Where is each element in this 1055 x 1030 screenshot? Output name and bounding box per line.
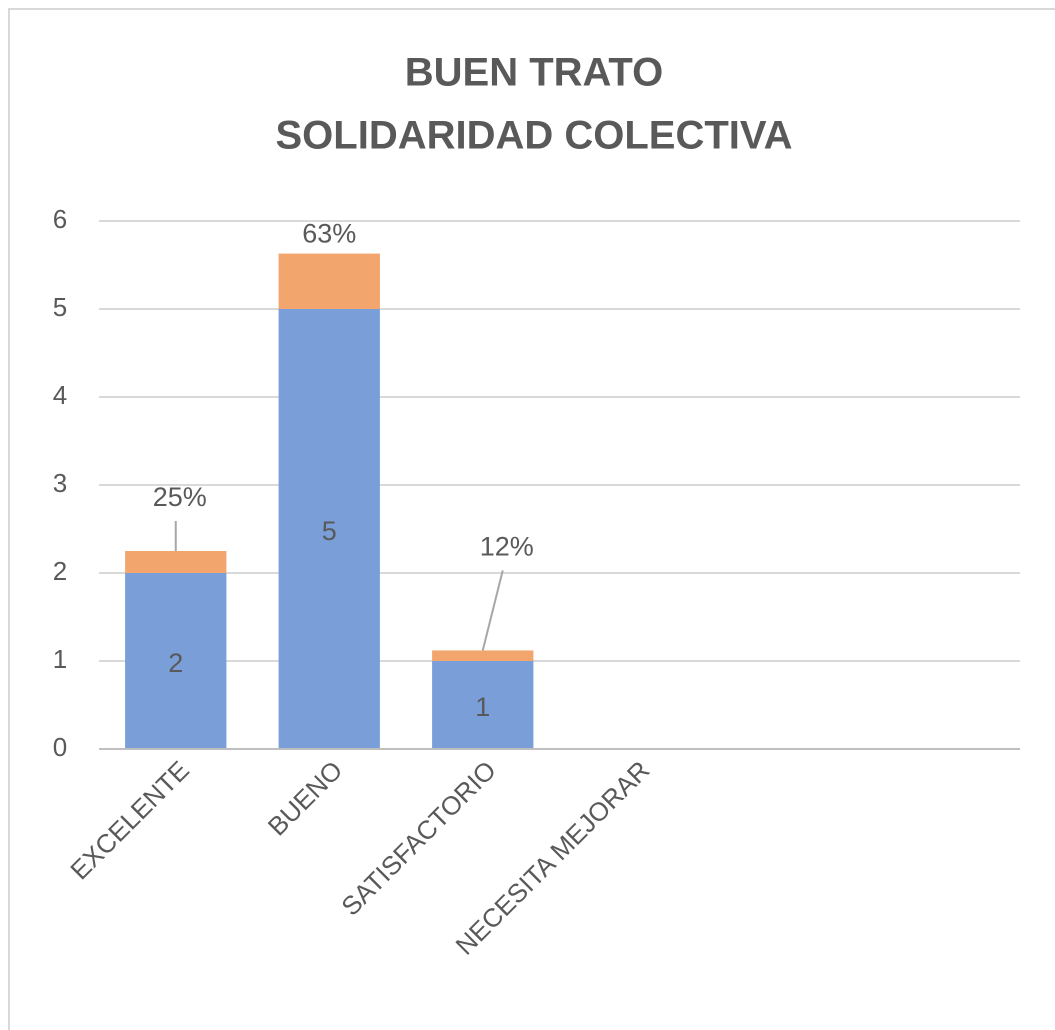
y-tick-label: 4 xyxy=(53,380,67,410)
data-label: 5 xyxy=(322,516,337,546)
bar-segment xyxy=(278,253,380,309)
y-tick-label: 3 xyxy=(53,468,67,498)
bar-segment xyxy=(125,551,227,573)
y-tick-label: 6 xyxy=(53,204,67,234)
bar-segment xyxy=(125,573,227,749)
data-label: 2 xyxy=(168,648,183,678)
data-label: 1 xyxy=(475,692,490,722)
y-tick-label: 0 xyxy=(53,732,67,762)
bar-segment xyxy=(432,661,534,749)
bar-segment xyxy=(432,650,534,661)
chart-title: BUEN TRATO xyxy=(405,51,664,95)
bar-segment xyxy=(278,309,380,749)
data-label: 12% xyxy=(480,532,534,562)
data-label: 25% xyxy=(153,482,207,512)
chart-subtitle: SOLIDARIDAD COLECTIVA xyxy=(275,114,792,158)
y-tick-label: 2 xyxy=(53,556,67,586)
y-tick-label: 5 xyxy=(53,292,67,322)
y-tick-label: 1 xyxy=(53,644,67,674)
data-label: 63% xyxy=(302,219,356,249)
leader-line xyxy=(481,570,504,651)
chart-border xyxy=(8,8,1055,1030)
